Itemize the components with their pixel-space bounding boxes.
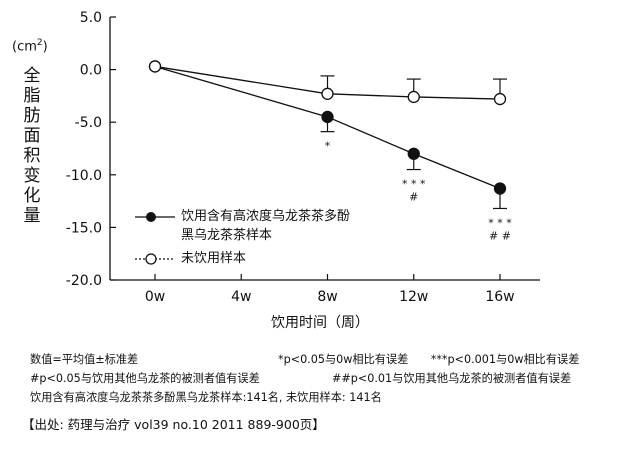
y-axis-unit: (cm2): [12, 38, 48, 55]
footnote-row-1: 数值=平均值±标准差 *p<0.05与0w相比有误差 ***p<0.001与0w…: [30, 350, 630, 369]
data-point: [148, 60, 162, 73]
significance-mark: *: [325, 140, 331, 153]
y-tick-label: -10.0: [66, 168, 102, 184]
footnote-row-2: #p<0.05与饮用其他乌龙茶的被测者值有误差 ##p<0.01与饮用其他乌龙茶…: [30, 369, 630, 388]
significance-mark: * * *: [402, 178, 426, 191]
data-point: [493, 92, 507, 106]
y-tick-label: -5.0: [75, 115, 102, 131]
series-line-1: [154, 65, 501, 100]
significance-mark: * * *: [488, 216, 512, 229]
legend-label-treated-line2: 黑乌龙茶茶样本: [181, 228, 273, 243]
footnote-row-3: 饮用含有高浓度乌龙茶茶多酚黑乌龙茶样本:141名, 未饮用样本: 141名: [30, 388, 630, 407]
footnote-hash-1: #p<0.05与饮用其他乌龙茶的被测者值有误差: [30, 372, 260, 385]
data-point: [321, 87, 334, 100]
y-tick-label: 0.0: [80, 63, 102, 79]
footnote-hash-2: ##p<0.01与饮用其他乌龙茶的被测者值有误差: [332, 372, 572, 385]
x-axis-label: 饮用时间（周）: [271, 315, 369, 331]
axes: [109, 17, 540, 281]
legend-label-treated-line1: 饮用含有高浓度乌龙茶茶多酚: [181, 209, 351, 224]
y-tick-label: 5.0: [80, 10, 102, 26]
source-citation: 【出处: 药理与治疗 vol39 no.10 2011 889-900页】: [22, 417, 325, 432]
data-point: [321, 110, 334, 124]
x-ticks: 0w 4w 8w 12w 16w: [145, 274, 515, 305]
series-line-0: [154, 65, 501, 190]
x-tick-label: 8w: [317, 289, 337, 305]
significance-mark: # #: [489, 229, 511, 242]
x-tick-label: 4w: [231, 289, 251, 305]
significance-mark: #: [409, 191, 418, 204]
legend-open-marker-icon: [135, 253, 175, 265]
y-axis-label: 全脂肪面积变化量: [23, 66, 41, 226]
significance-annotations: ** * *#* * *# #: [325, 140, 512, 243]
y-tick-label: -20.0: [66, 273, 102, 289]
data-point: [407, 90, 420, 104]
footnote-significance-star: *p<0.05与0w相比有误差 ***p<0.001与0w相比有误差: [278, 353, 580, 366]
series-lines: [148, 60, 507, 210]
footnotes: 数值=平均值±标准差 *p<0.05与0w相比有误差 ***p<0.001与0w…: [30, 350, 630, 407]
x-tick-label: 16w: [485, 289, 514, 305]
legend: 饮用含有高浓度乌龙茶茶多酚 黑乌龙茶茶样本 未饮用样本: [135, 207, 350, 268]
legend-filled-marker-icon: [135, 212, 175, 222]
legend-label-control: 未饮用样本: [181, 251, 247, 266]
legend-item-treated: 饮用含有高浓度乌龙茶茶多酚 黑乌龙茶茶样本: [135, 207, 350, 245]
x-tick-label: 0w: [145, 289, 165, 305]
footnote-sample-size: 饮用含有高浓度乌龙茶茶多酚黑乌龙茶样本:141名, 未饮用样本: 141名: [30, 391, 382, 404]
footnote-values: 数值=平均值±标准差: [30, 353, 139, 366]
data-point: [407, 147, 420, 160]
y-ticks: 5.0 0.0 -5.0 -10.0 -15.0 -20.0: [66, 10, 116, 289]
legend-item-control: 未饮用样本: [135, 249, 350, 268]
line-chart: 5.0 0.0 -5.0 -10.0 -15.0 -20.0 0w 4w 8w 12w 16w *…: [66, 10, 540, 305]
x-tick-label: 12w: [399, 289, 428, 305]
y-tick-label: -15.0: [66, 220, 102, 236]
data-point: [493, 182, 507, 195]
